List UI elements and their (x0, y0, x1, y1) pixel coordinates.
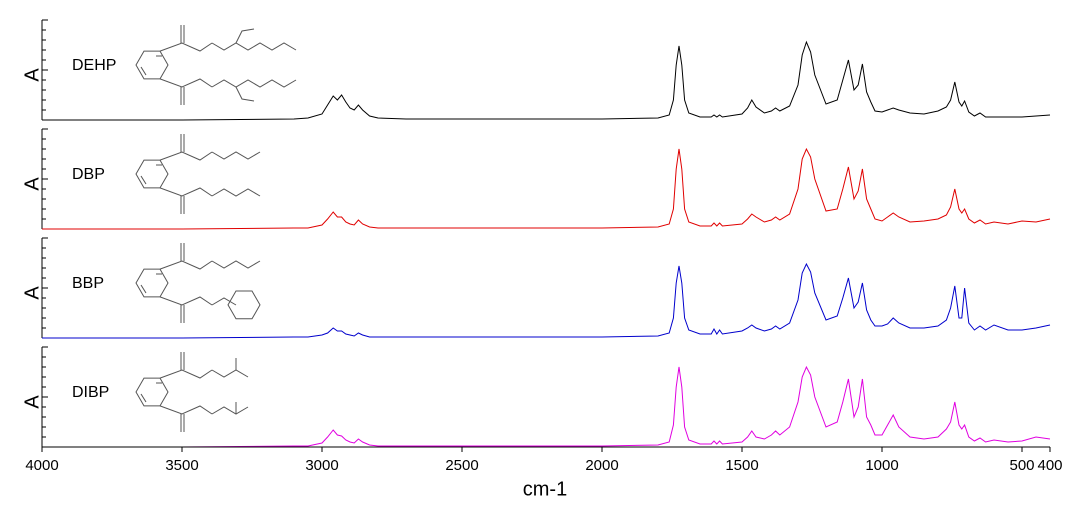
series-label: DIBP (72, 384, 109, 401)
structure-bbp (135, 242, 261, 324)
x-tick-label: 4000 (25, 457, 58, 474)
structure-dibp (135, 351, 249, 433)
x-tick-label: 2000 (585, 457, 618, 474)
y-axis-title: A (21, 395, 43, 409)
x-tick-label: 500 (1009, 457, 1034, 474)
spectrum-line (42, 147, 1051, 230)
x-tick-label: 400 (1037, 457, 1062, 474)
y-axis-title: A (21, 68, 43, 82)
structure-dbp (135, 133, 261, 215)
x-tick-label: 1500 (725, 457, 758, 474)
spectrum-line (42, 40, 1051, 121)
structure-dehp (135, 24, 297, 106)
series-label: DEHP (72, 57, 116, 74)
x-tick-label: 3000 (305, 457, 338, 474)
series-label: DBP (72, 166, 105, 183)
spectrum-line (42, 262, 1051, 339)
series-label: BBP (72, 275, 104, 292)
y-axis-title: A (21, 177, 43, 191)
x-tick-label: 1000 (865, 457, 898, 474)
x-tick-label: 3500 (165, 457, 198, 474)
x-axis-title: cm-1 (523, 478, 567, 500)
x-tick-label: 2500 (445, 457, 478, 474)
y-axis-title: A (21, 286, 43, 300)
spectrum-line (42, 365, 1051, 448)
